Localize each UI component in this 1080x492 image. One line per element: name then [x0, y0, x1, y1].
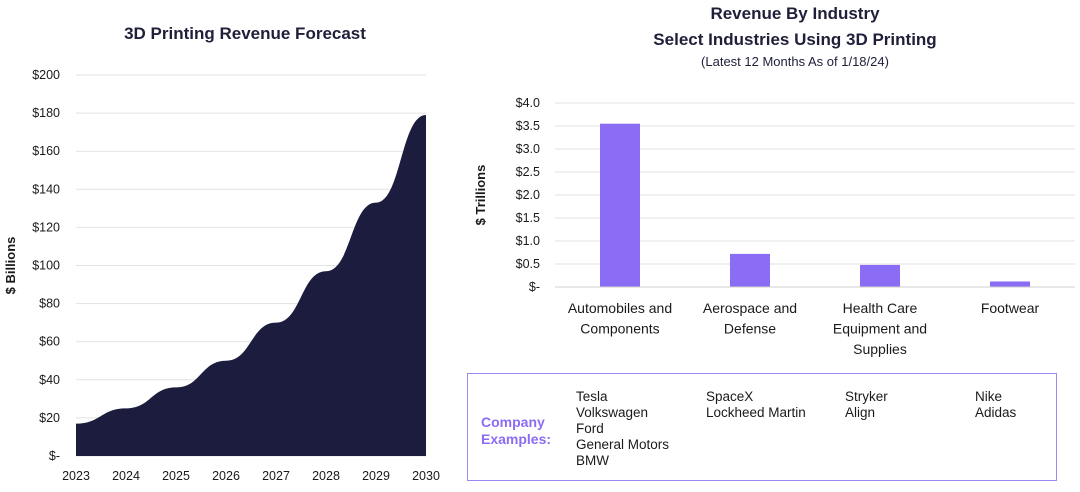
y-tick-label: $4.0 — [516, 96, 540, 110]
x-tick-label-line: Health Care — [843, 300, 918, 316]
y-tick-label: $60 — [39, 335, 60, 349]
x-tick-label: 2023 — [62, 469, 90, 483]
y-tick-label: $180 — [32, 106, 60, 120]
y-tick-label: $100 — [32, 259, 60, 273]
company-name: SpaceX — [706, 389, 754, 404]
x-tick-label: Aerospace and Defense — [703, 300, 797, 337]
x-tick-label: 2030 — [412, 469, 440, 483]
company-column-health-care: Stryker Align — [845, 389, 888, 421]
x-tick-label: Footwear — [981, 300, 1040, 316]
company-column-footwear: Nike Adidas — [975, 389, 1016, 421]
company-name: BMW — [576, 453, 609, 468]
x-tick-label: Automobiles and Components — [568, 300, 672, 337]
y-tick-label: $200 — [32, 68, 60, 82]
y-tick-label: $2.5 — [516, 165, 540, 179]
y-tick-label: $140 — [32, 182, 60, 196]
y-tick-label: $- — [529, 280, 540, 294]
company-name: Ford — [576, 421, 604, 436]
company-examples-label-line: Examples: — [481, 431, 552, 447]
y-tick-label: $3.5 — [516, 119, 540, 133]
y-axis-label: $ Billions — [3, 237, 18, 295]
company-name: Align — [845, 405, 876, 420]
company-name: Nike — [975, 389, 1003, 404]
y-tick-label: $1.0 — [516, 234, 540, 248]
y-tick-label: $1.5 — [516, 211, 540, 225]
company-column-aerospace: SpaceX Lockheed Martin — [706, 389, 806, 421]
right-chart-note: (Latest 12 Months As of 1/18/24) — [701, 54, 889, 69]
x-tick-label-line: Aerospace and — [703, 300, 797, 316]
y-axis-label: $ Trillions — [473, 165, 488, 226]
area-chart: $- $20 $40 $60 $80 $100 $120 $140 $160 $180 $200 20… — [3, 68, 440, 483]
bar — [730, 253, 770, 287]
y-tick-label: $- — [49, 449, 60, 463]
company-name: Stryker — [845, 389, 888, 404]
company-examples-label: Company Examples: — [481, 414, 561, 448]
company-examples-label-line: Company — [481, 414, 545, 430]
y-tick-label: $40 — [39, 373, 60, 387]
x-tick-label-line: Footwear — [981, 300, 1040, 316]
x-tick-label: 2025 — [162, 469, 190, 483]
y-tick-label: $2.0 — [516, 188, 540, 202]
y-tick-label: $20 — [39, 411, 60, 425]
x-tick-label: 2028 — [312, 469, 340, 483]
bar — [860, 264, 900, 287]
x-tick-label-line: Components — [580, 321, 659, 337]
x-tick-label-line: Supplies — [853, 341, 907, 357]
company-name: General Motors — [576, 437, 670, 452]
bar — [600, 123, 640, 287]
y-tick-label: $3.0 — [516, 142, 540, 156]
bar-chart: $- $0.5 $1.0 $1.5 $2.0 $2.5 $3.0 $3.5 $4.0 Automo… — [473, 96, 1075, 357]
company-name: Adidas — [975, 405, 1017, 420]
y-tick-label: $160 — [32, 144, 60, 158]
x-tick-label: 2026 — [212, 469, 240, 483]
right-chart-title: Revenue By Industry — [710, 4, 880, 23]
x-tick-label-line: Equipment and — [833, 321, 927, 337]
y-tick-label: $0.5 — [516, 257, 540, 271]
x-tick-label: 2027 — [262, 469, 290, 483]
left-chart-title: 3D Printing Revenue Forecast — [124, 24, 366, 43]
x-tick-label: 2029 — [362, 469, 390, 483]
company-examples-box: Company Examples: Tesla Volkswagen Ford … — [467, 373, 1057, 481]
y-tick-label: $120 — [32, 220, 60, 234]
bar — [990, 281, 1030, 287]
area-series — [76, 115, 426, 456]
right-chart-subtitle: Select Industries Using 3D Printing — [653, 30, 937, 49]
y-tick-label: $80 — [39, 297, 60, 311]
company-column-automobiles: Tesla Volkswagen Ford General Motors BMW — [576, 389, 669, 469]
x-tick-label: Health Care Equipment and Supplies — [833, 300, 927, 357]
company-name: Lockheed Martin — [706, 405, 806, 420]
x-tick-label-line: Automobiles and — [568, 300, 672, 316]
company-name: Tesla — [576, 389, 608, 404]
x-tick-label-line: Defense — [724, 321, 776, 337]
x-tick-label: 2024 — [112, 469, 140, 483]
company-name: Volkswagen — [576, 405, 649, 420]
